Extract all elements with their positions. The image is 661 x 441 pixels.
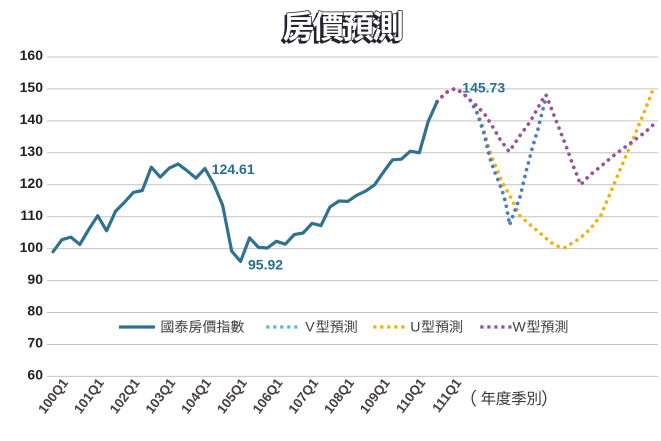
- svg-text:U: U: [410, 319, 420, 335]
- svg-text:110: 110: [20, 207, 43, 223]
- svg-text:130: 130: [20, 143, 44, 159]
- svg-text:60: 60: [27, 367, 43, 383]
- svg-text:W: W: [513, 319, 527, 335]
- svg-text:120: 120: [20, 175, 44, 191]
- svg-text:90: 90: [27, 271, 43, 287]
- svg-text:145.73: 145.73: [462, 80, 505, 96]
- svg-text:V: V: [305, 319, 315, 335]
- svg-text:95.92: 95.92: [248, 256, 283, 272]
- svg-text:160: 160: [20, 47, 44, 63]
- svg-text:150: 150: [20, 79, 44, 95]
- svg-text:80: 80: [27, 303, 43, 319]
- svg-text:140: 140: [20, 111, 44, 127]
- svg-text:70: 70: [27, 335, 43, 351]
- svg-text:124.61: 124.61: [212, 161, 255, 177]
- svg-text:100: 100: [20, 239, 44, 255]
